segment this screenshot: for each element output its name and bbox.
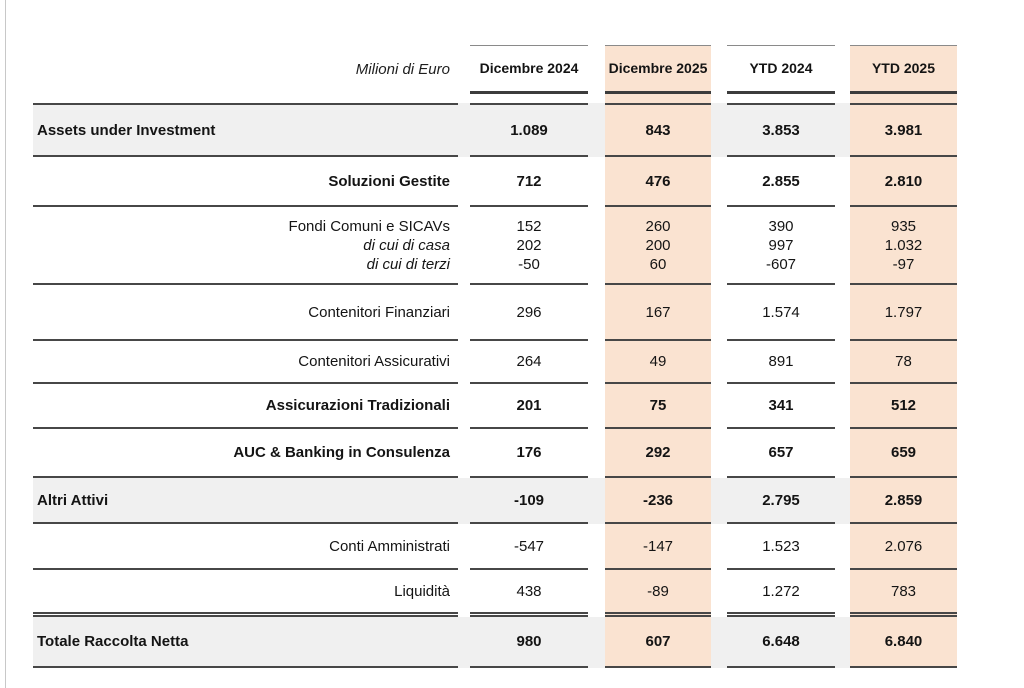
value-cell: 1.523	[727, 524, 835, 570]
value-cell: 152 202 -50	[470, 207, 588, 285]
value-cell: 438	[470, 570, 588, 617]
row-label: Altri Attivi	[33, 478, 458, 524]
row-label: Contenitori Finanziari	[33, 285, 458, 341]
value-cell: 3.981	[850, 103, 957, 157]
table-body: Assets under Investment 1.089 843 3.853 …	[33, 103, 957, 668]
row-label: Soluzioni Gestite	[33, 157, 458, 207]
value-cell: 6.648	[727, 617, 835, 668]
row-altri-attivi: Altri Attivi -109 -236 2.795 2.859	[33, 478, 957, 524]
value-cell: 341	[727, 384, 835, 429]
value-cell: 783	[850, 570, 957, 617]
row-liquidita: Liquidità 438 -89 1.272 783	[33, 570, 957, 617]
value-cell: 980	[470, 617, 588, 668]
value-cell: 2.076	[850, 524, 957, 570]
value-cell: 6.840	[850, 617, 957, 668]
column-header-ytd-2025: YTD 2025	[850, 45, 957, 94]
value-cell: 264	[470, 341, 588, 384]
column-header-dicembre-2024: Dicembre 2024	[470, 45, 588, 94]
value-cell: 712	[470, 157, 588, 207]
net-inflows-table: Milioni di Euro Dicembre 2024 Dicembre 2…	[33, 45, 957, 668]
value-cell: 2.859	[850, 478, 957, 524]
row-label: Conti Amministrati	[33, 524, 458, 570]
table-header-row: Milioni di Euro Dicembre 2024 Dicembre 2…	[33, 45, 957, 94]
value-cell: 1.089	[470, 103, 588, 157]
row-label: Fondi Comuni e SICAVs di cui di casa di cu…	[33, 207, 458, 285]
unit-label: Milioni di Euro	[355, 61, 450, 78]
column-header-dicembre-2025: Dicembre 2025	[605, 45, 711, 94]
value-cell: 201	[470, 384, 588, 429]
value-cell: 2.810	[850, 157, 957, 207]
value-cell: 607	[605, 617, 711, 668]
row-label: Assicurazioni Tradizionali	[33, 384, 458, 429]
value-cell: 260 200 60	[605, 207, 711, 285]
value-cell: 843	[605, 103, 711, 157]
value-cell: -147	[605, 524, 711, 570]
page-edge-line	[5, 0, 6, 688]
row-assicurazioni-tradizionali: Assicurazioni Tradizionali 201 75 341 51…	[33, 384, 957, 429]
row-fondi-comuni-e-sicavs: Fondi Comuni e SICAVs di cui di casa di cu…	[33, 207, 957, 285]
value-cell: 657	[727, 429, 835, 478]
value-cell: 476	[605, 157, 711, 207]
column-header-ytd-2024: YTD 2024	[727, 45, 835, 94]
value-cell: 1.574	[727, 285, 835, 341]
value-cell: 891	[727, 341, 835, 384]
value-cell: -236	[605, 478, 711, 524]
row-conti-amministrati: Conti Amministrati -547 -147 1.523 2.076	[33, 524, 957, 570]
row-label: Liquidità	[33, 570, 458, 617]
value-cell: -109	[470, 478, 588, 524]
value-cell: 2.855	[727, 157, 835, 207]
row-label: Totale Raccolta Netta	[33, 617, 458, 668]
value-cell: -89	[605, 570, 711, 617]
value-cell: 296	[470, 285, 588, 341]
row-label: Assets under Investment	[33, 103, 458, 157]
value-cell: 3.853	[727, 103, 835, 157]
row-assets-under-investment: Assets under Investment 1.089 843 3.853 …	[33, 103, 957, 157]
value-cell: 659	[850, 429, 957, 478]
value-cell: 176	[470, 429, 588, 478]
value-cell: 390 997 -607	[727, 207, 835, 285]
row-soluzioni-gestite: Soluzioni Gestite 712 476 2.855 2.810	[33, 157, 957, 207]
row-label: AUC & Banking in Consulenza	[33, 429, 458, 478]
row-totale-raccolta-netta: Totale Raccolta Netta 980 607 6.648 6.84…	[33, 617, 957, 668]
value-cell: 1.797	[850, 285, 957, 341]
row-label: Contenitori Assicurativi	[33, 341, 458, 384]
value-cell: 167	[605, 285, 711, 341]
header-body-spacer	[33, 94, 957, 103]
value-cell: 1.272	[727, 570, 835, 617]
value-cell: -547	[470, 524, 588, 570]
value-cell: 49	[605, 341, 711, 384]
value-cell: 935 1.032 -97	[850, 207, 957, 285]
value-cell: 2.795	[727, 478, 835, 524]
row-auc-banking-in-consulenza: AUC & Banking in Consulenza 176 292 657 …	[33, 429, 957, 478]
row-contenitori-assicurativi: Contenitori Assicurativi 264 49 891 78	[33, 341, 957, 384]
value-cell: 75	[605, 384, 711, 429]
row-contenitori-finanziari: Contenitori Finanziari 296 167 1.574 1.7…	[33, 285, 957, 341]
value-cell: 512	[850, 384, 957, 429]
value-cell: 292	[605, 429, 711, 478]
value-cell: 78	[850, 341, 957, 384]
